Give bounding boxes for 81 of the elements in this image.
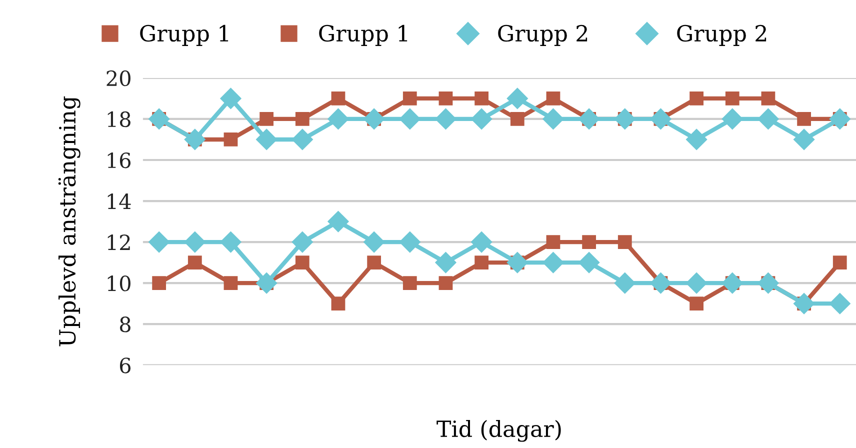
point: [618, 235, 632, 249]
point: [148, 108, 170, 130]
point: [184, 128, 206, 150]
point: [471, 232, 492, 253]
point: [578, 252, 600, 274]
point: [328, 108, 349, 130]
point: [292, 128, 313, 150]
point: [614, 108, 636, 130]
y-axis-title: Upplevd ansträngning: [58, 96, 80, 346]
point: [542, 108, 564, 130]
point: [256, 272, 278, 294]
point: [690, 296, 704, 311]
point: [438, 92, 453, 106]
point: [510, 112, 524, 126]
point: [402, 92, 417, 106]
point: [474, 256, 489, 270]
point: [399, 232, 420, 253]
point: [295, 256, 310, 270]
point: [650, 108, 672, 130]
point: [722, 108, 743, 130]
point: [402, 276, 417, 290]
y-tick-label: 16: [108, 152, 131, 168]
point: [331, 296, 346, 311]
point: [224, 276, 238, 290]
point: [761, 92, 776, 106]
point: [758, 108, 779, 130]
point: [367, 256, 382, 270]
point: [220, 88, 242, 109]
point: [829, 293, 850, 314]
point: [832, 256, 847, 270]
point: [794, 293, 815, 314]
point: [506, 88, 528, 109]
point: [399, 108, 420, 130]
point: [650, 272, 672, 294]
point: [331, 92, 346, 106]
point: [471, 108, 492, 130]
point: [797, 112, 811, 126]
legend-label: Grupp 2: [677, 24, 766, 46]
point: [435, 108, 456, 130]
point: [435, 252, 456, 274]
y-tick-label: 12: [108, 234, 130, 250]
point: [829, 108, 850, 130]
y-tick-label: 20: [106, 70, 130, 86]
point: [758, 272, 779, 294]
point: [364, 108, 385, 130]
point: [220, 232, 242, 253]
point: [256, 128, 278, 150]
point: [152, 276, 166, 290]
point: [546, 92, 560, 106]
point: [686, 128, 708, 150]
point: [794, 128, 815, 150]
point: [184, 232, 206, 253]
y-tick-label: 10: [108, 276, 130, 292]
point: [188, 256, 202, 270]
y-tick-label: 6: [120, 358, 131, 374]
point: [292, 232, 313, 253]
point: [722, 272, 743, 294]
y-tick-label: 8: [120, 316, 130, 332]
legend-label: Grupp 1: [319, 24, 408, 46]
y-tick-label: 18: [108, 111, 130, 128]
point: [578, 108, 600, 130]
legend-label: Grupp 2: [498, 24, 588, 46]
point: [546, 235, 560, 249]
legend-label: Grupp 1: [140, 24, 228, 46]
point: [474, 92, 489, 106]
x-axis-title: Tid (dagar): [436, 420, 561, 442]
point: [542, 252, 564, 274]
point: [506, 252, 528, 274]
point: [686, 272, 708, 294]
point: [582, 235, 596, 249]
point: [295, 112, 310, 126]
point: [614, 272, 636, 294]
point: [690, 92, 704, 106]
point: [328, 211, 349, 232]
point: [438, 276, 453, 290]
point: [148, 232, 170, 253]
point: [260, 112, 274, 126]
point: [364, 232, 385, 253]
point: [224, 132, 238, 146]
y-tick-label: 14: [108, 193, 131, 209]
point: [725, 92, 740, 106]
